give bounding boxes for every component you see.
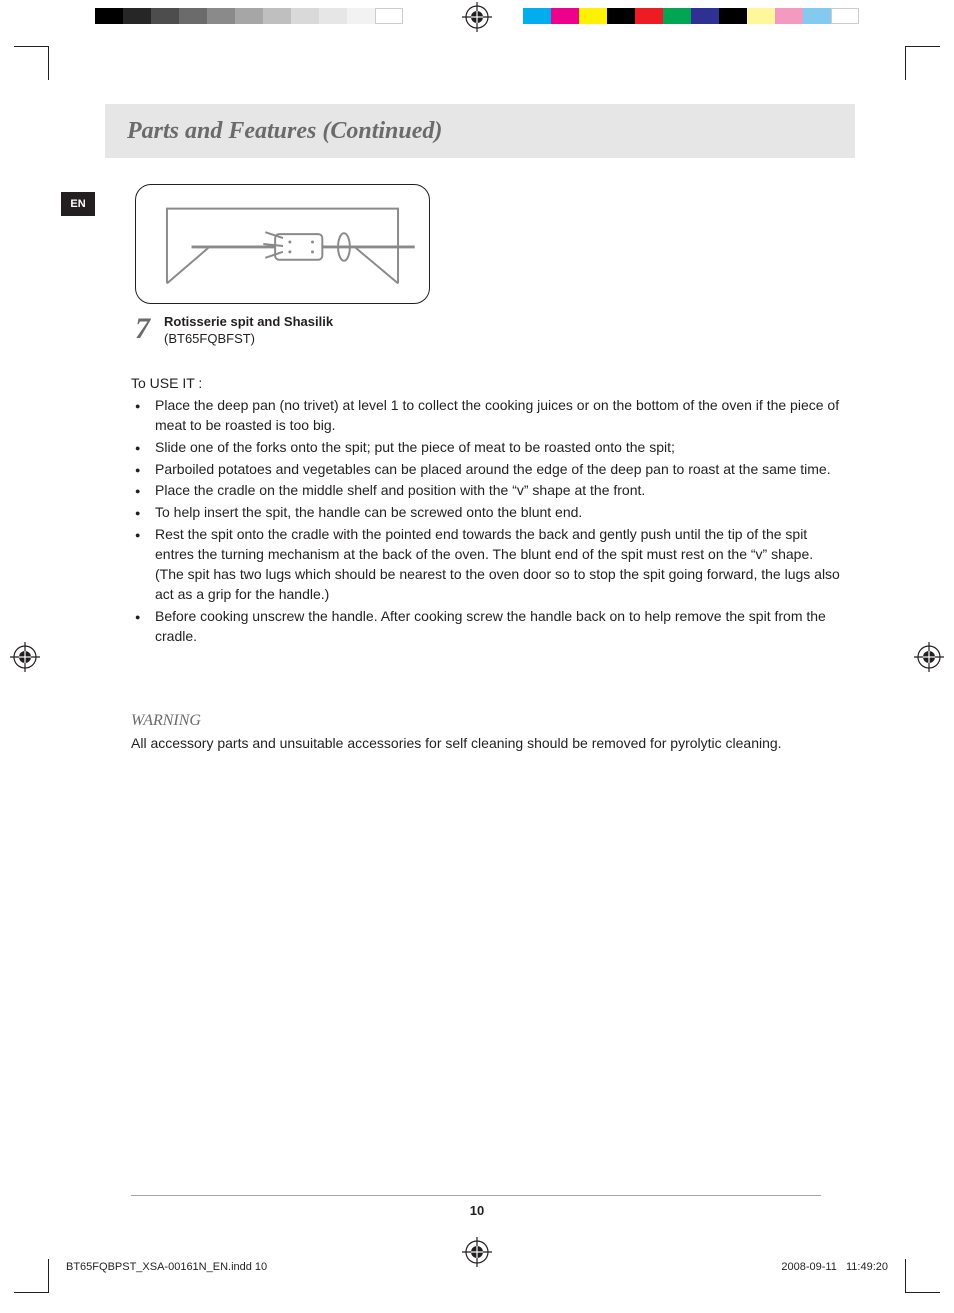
swatch <box>235 8 263 24</box>
instruction-item: Slide one of the forks onto the spit; pu… <box>131 438 843 458</box>
swatch <box>375 8 403 24</box>
swatch <box>803 8 831 24</box>
language-code: EN <box>70 198 85 210</box>
slug-datetime: 2008-09-11 11:49:20 <box>781 1261 888 1273</box>
swatch <box>719 8 747 24</box>
rotisserie-illustration <box>135 184 430 304</box>
item-heading: 7 Rotisserie spit and Shasilik (BT65FQBF… <box>135 314 333 348</box>
document-page: Parts and Features (Continued) EN 7 <box>55 80 899 1240</box>
swatch <box>551 8 579 24</box>
swatch <box>347 8 375 24</box>
slug-file: BT65FQBPST_XSA-00161N_EN.indd 10 <box>66 1261 267 1273</box>
color-swatches <box>523 8 859 24</box>
crop-mark-icon <box>14 46 48 80</box>
section-header: Parts and Features (Continued) <box>105 104 855 158</box>
swatch <box>123 8 151 24</box>
registration-mark-icon <box>10 642 40 672</box>
swatch <box>151 8 179 24</box>
swatch <box>747 8 775 24</box>
warning-text: All accessory parts and unsuitable acces… <box>131 734 843 754</box>
swatch <box>579 8 607 24</box>
warning-heading: WARNING <box>131 712 843 730</box>
swatch <box>607 8 635 24</box>
instruction-item: Place the deep pan (no trivet) at level … <box>131 396 843 436</box>
item-number: 7 <box>135 314 150 344</box>
crop-mark-icon <box>14 1259 48 1293</box>
item-title-block: Rotisserie spit and Shasilik (BT65FQBFST… <box>164 314 333 348</box>
swatch <box>831 8 859 24</box>
instruction-item: Parboiled potatoes and vegetables can be… <box>131 460 843 480</box>
body-text: To USE IT : Place the deep pan (no trive… <box>131 374 843 648</box>
swatch <box>207 8 235 24</box>
registration-mark-icon <box>914 642 944 672</box>
swatch <box>523 8 551 24</box>
swatch <box>263 8 291 24</box>
crop-mark-icon <box>906 46 940 80</box>
swatch <box>179 8 207 24</box>
print-slug: BT65FQBPST_XSA-00161N_EN.indd 10 2008-09… <box>66 1261 888 1273</box>
swatch <box>319 8 347 24</box>
page-number: 10 <box>55 1203 899 1218</box>
swatch <box>691 8 719 24</box>
footer-rule <box>131 1195 821 1196</box>
registration-mark-icon <box>462 2 492 32</box>
warning-block: WARNING All accessory parts and unsuitab… <box>131 712 843 754</box>
instruction-item: Rest the spit onto the cradle with the p… <box>131 525 843 605</box>
lead-text: To USE IT : <box>131 374 843 394</box>
grayscale-swatches <box>95 8 403 24</box>
instruction-item: Place the cradle on the middle shelf and… <box>131 481 843 501</box>
instruction-item: To help insert the spit, the handle can … <box>131 503 843 523</box>
instruction-list: Place the deep pan (no trivet) at level … <box>131 396 843 647</box>
item-subtitle: (BT65FQBFST) <box>164 331 255 346</box>
section-title: Parts and Features (Continued) <box>127 118 442 145</box>
swatch <box>775 8 803 24</box>
item-title-bold: Rotisserie spit and Shasilik <box>164 314 333 329</box>
swatch <box>635 8 663 24</box>
language-badge: EN <box>61 192 95 216</box>
swatch <box>663 8 691 24</box>
swatch <box>291 8 319 24</box>
instruction-item: Before cooking unscrew the handle. After… <box>131 607 843 647</box>
crop-mark-icon <box>906 1259 940 1293</box>
swatch <box>95 8 123 24</box>
